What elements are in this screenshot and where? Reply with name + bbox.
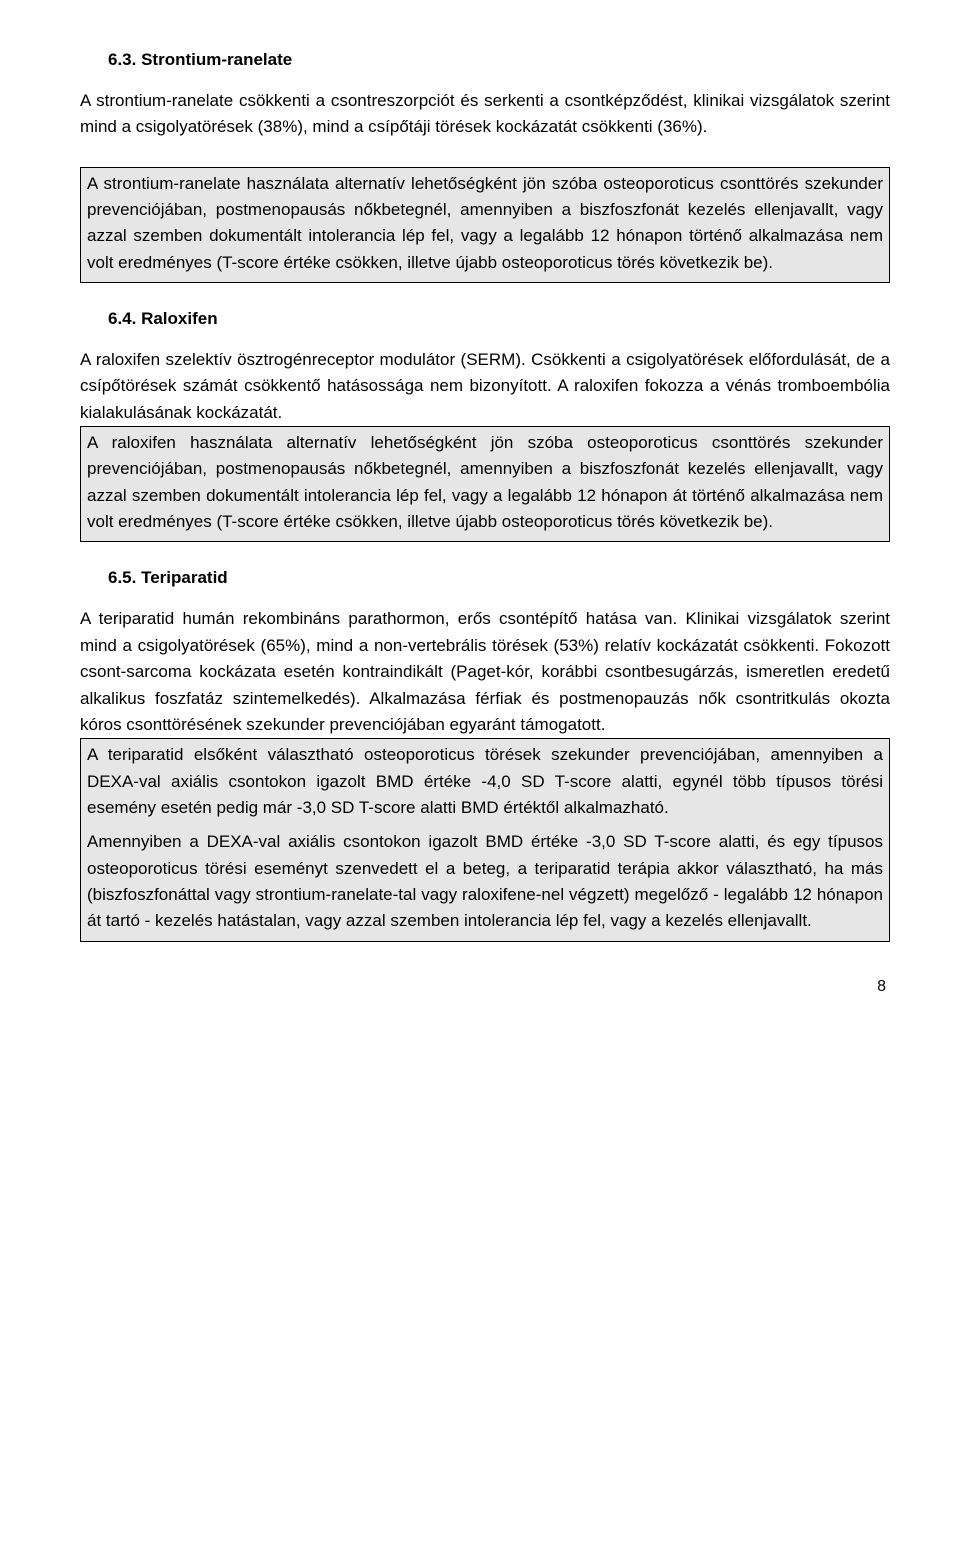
heading-6-3: 6.3. Strontium-ranelate bbox=[108, 50, 890, 70]
box-6-3: A strontium-ranelate használata alternat… bbox=[80, 167, 890, 283]
text-6-5-box-p1: A teriparatid elsőként választható osteo… bbox=[87, 742, 883, 821]
heading-6-4: 6.4. Raloxifen bbox=[108, 309, 890, 329]
box-6-4: A raloxifen használata alternatív lehető… bbox=[80, 426, 890, 542]
text-6-4-box: A raloxifen használata alternatív lehető… bbox=[87, 430, 883, 535]
text-6-4-p1: A raloxifen szelektív ösztrogénreceptor … bbox=[80, 347, 890, 426]
paragraph-6-5: A teriparatid humán rekombináns parathor… bbox=[80, 606, 890, 738]
paragraph-6-4: A raloxifen szelektív ösztrogénreceptor … bbox=[80, 347, 890, 426]
text-6-3-box: A strontium-ranelate használata alternat… bbox=[87, 171, 883, 276]
box-6-5: A teriparatid elsőként választható osteo… bbox=[80, 738, 890, 941]
heading-6-5: 6.5. Teriparatid bbox=[108, 568, 890, 588]
text-6-3-p1: A strontium-ranelate csökkenti a csontre… bbox=[80, 88, 890, 141]
paragraph-6-3: A strontium-ranelate csökkenti a csontre… bbox=[80, 88, 890, 141]
page-number: 8 bbox=[80, 978, 890, 996]
text-6-5-p1: A teriparatid humán rekombináns parathor… bbox=[80, 606, 890, 738]
text-6-5-box-p2: Amennyiben a DEXA-val axiális csontokon … bbox=[87, 829, 883, 934]
